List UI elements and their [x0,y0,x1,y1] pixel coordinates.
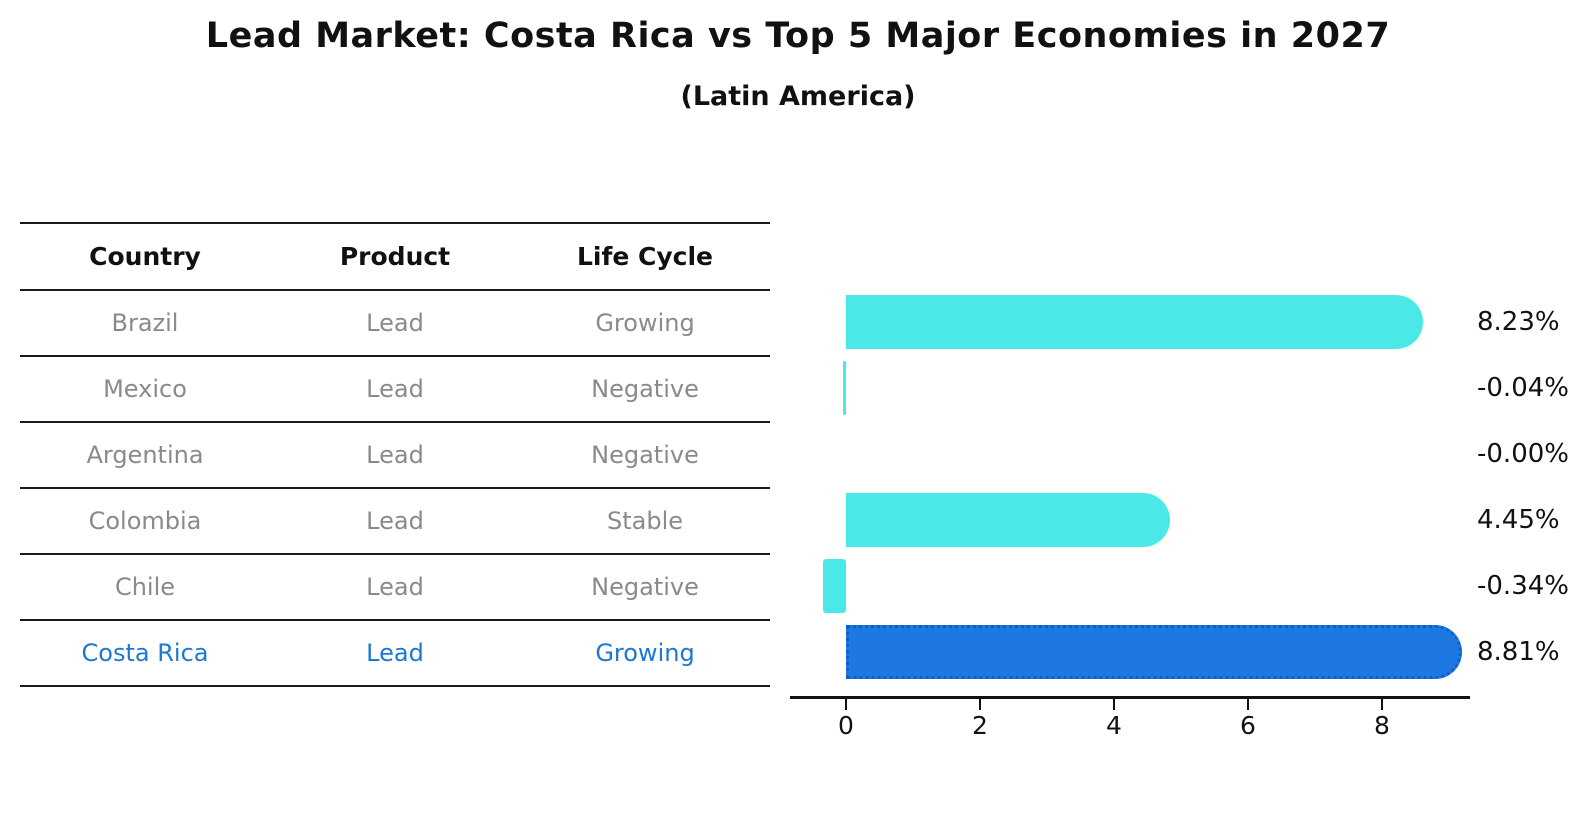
value-label-argentina: -0.00% [1477,439,1569,469]
column-header-country: Country [89,242,201,271]
cell-country: Brazil [111,309,179,337]
x-tick-label: 0 [838,711,854,740]
cell-product: Lead [366,573,424,601]
table-row-argentina: Argentina Lead Negative [20,423,770,489]
cell-life-cycle: Negative [591,375,699,403]
x-tick-mark [979,699,981,710]
table-row-mexico: Mexico Lead Negative [20,357,770,423]
x-tick-mark [845,699,847,710]
cell-product: Lead [366,507,424,535]
bar-colombia [846,493,1170,547]
cell-life-cycle: Growing [595,639,695,667]
value-label-costa-rica: 8.81% [1477,637,1560,667]
x-tick-mark [1247,699,1249,710]
value-label-colombia: 4.45% [1477,505,1560,535]
x-tick-label: 6 [1240,711,1256,740]
cell-product: Lead [366,639,424,667]
cell-country: Mexico [103,375,187,403]
x-tick-label: 2 [972,711,988,740]
x-tick-label: 8 [1374,711,1390,740]
x-tick-mark [1113,699,1115,710]
x-axis [790,696,1470,699]
cell-country: Costa Rica [81,639,209,667]
x-tick-mark [1381,699,1383,710]
country-table: Country Product Life Cycle Brazil Lead G… [20,222,770,687]
column-header-life-cycle: Life Cycle [576,242,714,271]
x-tick-label: 4 [1106,711,1122,740]
cell-country: Colombia [88,507,202,535]
table-header-row: Country Product Life Cycle [20,224,770,291]
value-label-chile: -0.34% [1477,571,1569,601]
bar-chile [823,559,846,613]
cell-product: Lead [366,375,424,403]
cell-country: Argentina [86,441,204,469]
chart-subtitle: (Latin America) [680,81,916,112]
cell-life-cycle: Stable [606,507,684,535]
bar-costa-rica [846,625,1462,679]
cell-product: Lead [366,309,424,337]
column-header-product: Product [339,242,451,271]
table-row-chile: Chile Lead Negative [20,555,770,621]
value-label-brazil: 8.23% [1477,307,1560,337]
cell-country: Chile [114,573,176,601]
cell-life-cycle: Growing [595,309,695,337]
bar-brazil [846,295,1423,349]
table-row-costa-rica: Costa Rica Lead Growing [20,621,770,687]
chart-title: Lead Market: Costa Rica vs Top 5 Major E… [205,16,1391,56]
table-row-colombia: Colombia Lead Stable [20,489,770,555]
bar-mexico [843,361,846,415]
cell-life-cycle: Negative [591,573,699,601]
cell-product: Lead [366,441,424,469]
cell-life-cycle: Negative [591,441,699,469]
table-row-brazil: Brazil Lead Growing [20,291,770,357]
value-label-mexico: -0.04% [1477,373,1569,403]
